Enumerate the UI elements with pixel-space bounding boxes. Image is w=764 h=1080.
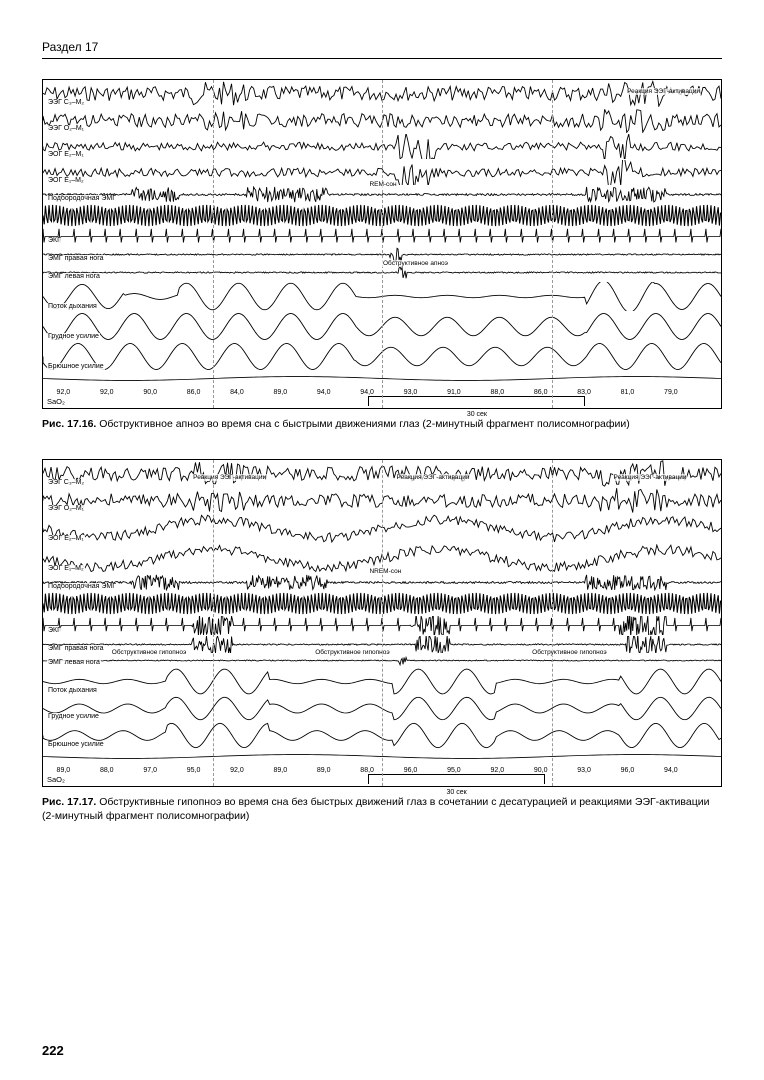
sao2-value: 89,0	[317, 767, 331, 774]
sao2-value: 95,0	[187, 767, 201, 774]
sao2-value: 94,0	[664, 767, 678, 774]
figure-17-17: ЭЭГ C₃–M₂ ЭЭГ O₂–M₁ ЭОГ E₂–M₁ ЭОГ E₁–M₂ Подб…	[42, 459, 722, 823]
sao2-value: 79,0	[664, 389, 678, 396]
sao2-value: 92,0	[100, 389, 114, 396]
sao2-value: 92,0	[490, 767, 504, 774]
annotation: Обструктивное гипопноэ	[111, 649, 188, 656]
channel-label: ЭМГ правая нога	[47, 255, 105, 262]
time-scale-bar	[368, 396, 585, 406]
sao2-value: 94,0	[360, 389, 374, 396]
channel-label: Подбородочная ЭМГ	[47, 583, 117, 590]
sao2-value: 97,0	[143, 767, 157, 774]
annotation: NREM-сон	[368, 568, 402, 575]
sao2-value: 91,0	[447, 389, 461, 396]
sao2-value: 88,0	[100, 767, 114, 774]
sao2-value: 95,0	[447, 767, 461, 774]
sao2-value: 92,0	[57, 389, 71, 396]
channel-label: ЭОГ E₁–M₂	[47, 177, 85, 184]
time-scale-label: 30 сек	[368, 789, 544, 796]
sao2-value: 92,0	[230, 767, 244, 774]
sao2-value: 89,0	[57, 767, 71, 774]
channel-label: ЭЭГ C₃–M₂	[47, 99, 85, 106]
sao2-label: SaO₂	[47, 397, 65, 406]
annotation: Обструктивное гипопноэ	[314, 649, 391, 656]
sao2-value: 96,0	[404, 767, 418, 774]
page-header: Раздел 17	[42, 40, 722, 59]
channel-label: Брюшное усилие	[47, 363, 105, 370]
channel-label: ЭМГ правая нога	[47, 645, 105, 652]
channel-label: Брюшное усилие	[47, 741, 105, 748]
channel-label: ЭМГ левая нога	[47, 273, 101, 280]
sao2-value: 89,0	[274, 767, 288, 774]
annotation: Реакция ЭЭГ-активации	[613, 474, 688, 481]
sao2-value: 94,0	[317, 389, 331, 396]
channel-label: Подбородочная ЭМГ	[47, 195, 117, 202]
psg-panel-2: ЭЭГ C₃–M₂ ЭЭГ O₂–M₁ ЭОГ E₂–M₁ ЭОГ E₁–M₂ Подб…	[42, 459, 722, 787]
channel-label: ЭКГ	[47, 237, 62, 244]
sao2-label: SaO₂	[47, 775, 65, 784]
channel-label: Грудное усилие	[47, 333, 100, 340]
sao2-value: 81,0	[621, 389, 635, 396]
annotation: Обструктивное апноэ	[382, 260, 449, 267]
sao2-value: 89,0	[274, 389, 288, 396]
annotation: Реакция ЭЭГ-активации	[626, 88, 701, 95]
channel-label: ЭОГ E₂–M₁	[47, 535, 85, 542]
sao2-value: 93,0	[404, 389, 418, 396]
psg-panel-1: ЭЭГ C₃–M₂ ЭЭГ O₂–M₁ ЭОГ E₂–M₁ ЭОГ E₁–M₂ Подб…	[42, 79, 722, 409]
sao2-value: 90,0	[534, 767, 548, 774]
channel-label: ЭМГ левая нога	[47, 659, 101, 666]
page-number: 222	[42, 1043, 64, 1058]
sao2-value: 86,0	[187, 389, 201, 396]
caption-17-16: Рис. 17.16. Обструктивное апноэ во время…	[42, 417, 722, 431]
channel-label: ЭОГ E₁–M₂	[47, 565, 85, 572]
sao2-value: 93,0	[577, 767, 591, 774]
sao2-value: 88,0	[360, 767, 374, 774]
sao2-value: 84,0	[230, 389, 244, 396]
channel-label: ЭОГ E₂–M₁	[47, 151, 85, 158]
annotation: Обструктивное гипопноэ	[531, 649, 608, 656]
sao2-value: 86,0	[534, 389, 548, 396]
sao2-value: 83,0	[577, 389, 591, 396]
sao2-value: 88,0	[490, 389, 504, 396]
annotation: REM-сон	[368, 181, 397, 188]
annotation: Реакция ЭЭГ-активации	[396, 474, 471, 481]
sao2-value: 96,0	[621, 767, 635, 774]
time-scale-bar	[368, 774, 544, 784]
channel-label: ЭКГ	[47, 627, 62, 634]
time-scale-label: 30 сек	[368, 411, 585, 418]
figure-17-16: ЭЭГ C₃–M₂ ЭЭГ O₂–M₁ ЭОГ E₂–M₁ ЭОГ E₁–M₂ Подб…	[42, 79, 722, 431]
channel-label: Поток дыхания	[47, 687, 98, 694]
channel-label: ЭЭГ O₂–M₁	[47, 505, 85, 512]
sao2-value: 90,0	[143, 389, 157, 396]
channel-label: ЭЭГ O₂–M₁	[47, 125, 85, 132]
channel-label: ЭЭГ C₃–M₂	[47, 479, 85, 486]
annotation: Реакция ЭЭГ-активации	[192, 474, 267, 481]
channel-label: Грудное усилие	[47, 713, 100, 720]
channel-label: Поток дыхания	[47, 303, 98, 310]
caption-17-17: Рис. 17.17. Обструктивные гипопноэ во вр…	[42, 795, 722, 823]
